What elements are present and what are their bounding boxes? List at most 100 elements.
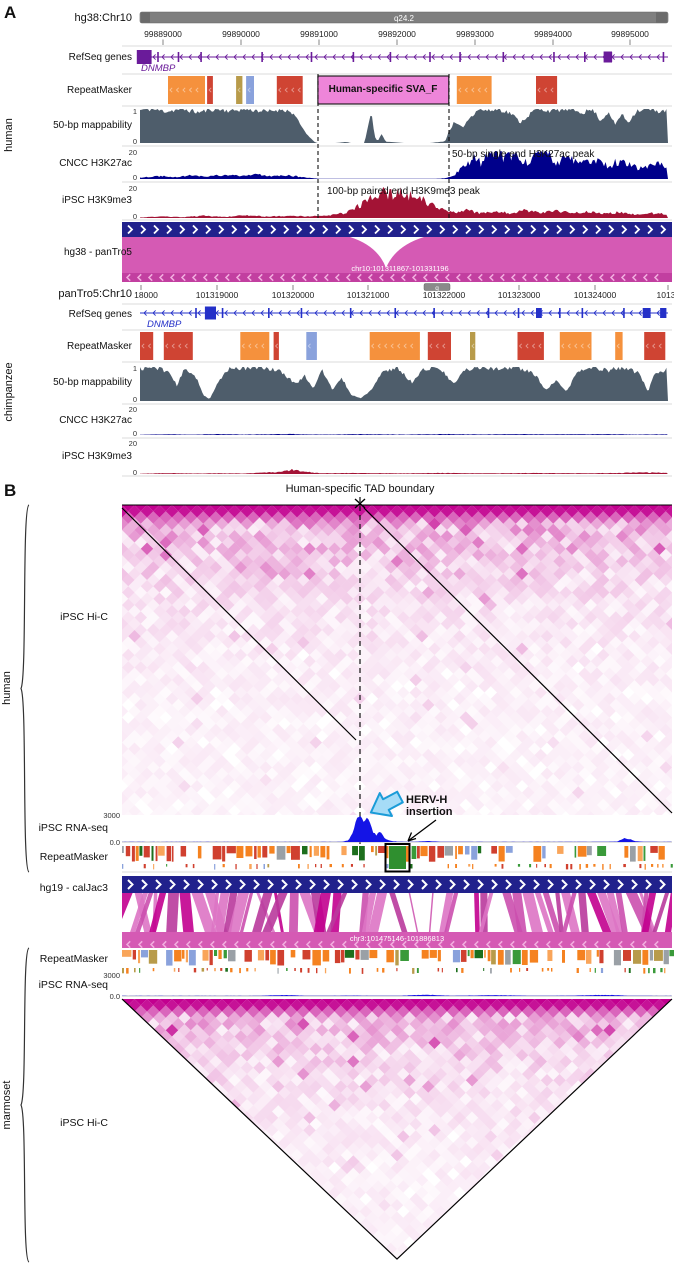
species-label-marmoset: marmoset xyxy=(1,1081,13,1130)
pantro5-tick-label: 101319000 xyxy=(196,290,239,300)
track-label-rnaseq-marmoset: iPSC RNA-seq xyxy=(39,979,109,991)
scale-max: 20 xyxy=(129,439,137,448)
pantro5-tick-label: 18000 xyxy=(134,290,158,300)
hervh-pointer-arrow xyxy=(407,819,437,842)
pantro5-tick-label: 101321000 xyxy=(347,290,390,300)
human-repeatmasker-track xyxy=(168,75,558,105)
alignment-ribbons xyxy=(122,893,672,932)
human-repeat-dense-track xyxy=(122,846,673,870)
alignment-hg38-pantro5 xyxy=(122,222,672,282)
gene-name-chimp: DNMBP xyxy=(147,319,182,330)
species-brace xyxy=(20,504,30,873)
human-rnaseq-signal xyxy=(122,816,672,843)
rnaseq-scale-min-human: 0.0 xyxy=(110,838,120,847)
sva-dashed-lines xyxy=(317,74,450,220)
track-label-hic-marmoset: iPSC Hi-C xyxy=(60,1117,108,1129)
hg38-tick-label: 99891000 xyxy=(300,29,338,39)
pantro5-assembly-label: panTro5:Chr10 xyxy=(58,288,132,300)
alignment-hg19-caljac3-band xyxy=(122,932,672,949)
generated-graphics xyxy=(20,11,674,1263)
alignment-label-caljac3: hg19 - calJac3 xyxy=(40,882,108,894)
chimp-refseq-track xyxy=(140,306,668,320)
hg38-ideogram-band-label: q24.2 xyxy=(394,14,415,23)
h3k9me3-peak-annotation: 100-bp paired end H3K9me3 peak xyxy=(327,186,481,197)
scale-max: 1 xyxy=(133,364,137,373)
species-label-chimpanzee: chimpanzee xyxy=(3,362,15,421)
hg38-ideogram xyxy=(139,11,669,24)
pantro5-ideogram xyxy=(423,283,451,291)
panel-a-label: A xyxy=(4,3,16,22)
human-h3k27ac-signal xyxy=(140,151,668,179)
chimp-mappability-signal xyxy=(140,367,668,401)
marmoset-hic-heatmap xyxy=(122,999,672,1259)
human-h3k9me3-signal xyxy=(140,187,668,218)
hervh-annotation-line2: insertion xyxy=(406,806,453,818)
track-label-repeat-marmoset: RepeatMasker xyxy=(40,953,109,965)
species-label-human-b: human xyxy=(1,671,13,705)
hg38-tick-label: 99890000 xyxy=(222,29,260,39)
track-label-h3k27ac-human: CNCC H3K27ac xyxy=(59,158,132,169)
pantro5-tick-label: 101324000 xyxy=(574,290,617,300)
track-label-mappability-chimp: 50-bp mappability xyxy=(53,377,132,388)
hg38-axis-ticks xyxy=(162,39,631,45)
chimp-repeatmasker-track xyxy=(140,332,666,360)
scale-min: 0 xyxy=(133,395,137,404)
pantro5-tick-label: 101322000 xyxy=(423,290,466,300)
h3k27ac-peak-annotation: 50-bp single end H3K27ac peak xyxy=(452,149,595,160)
rnaseq-scale-min-marmoset: 0.0 xyxy=(110,992,120,1001)
track-label-h3k27ac-chimp: CNCC H3K27ac xyxy=(59,415,132,426)
scale-max: 20 xyxy=(129,405,137,414)
alignment-label-pantro5: hg38 - panTro5 xyxy=(64,247,132,258)
human-hic-heatmap xyxy=(122,505,672,815)
pantro5-tick-label: 101320000 xyxy=(272,290,315,300)
human-mappability-signal xyxy=(140,109,668,143)
panel-b-label: B xyxy=(4,481,16,500)
alignment-region-text-caljac: chr3:101475146-101886813 xyxy=(350,934,444,943)
track-label-h3k9me3-human: iPSC H3K9me3 xyxy=(62,195,132,206)
track-label-repeat-human: RepeatMasker xyxy=(67,85,133,96)
scale-min: 0 xyxy=(133,137,137,146)
tad-boundary-annotation: Human-specific TAD boundary xyxy=(286,483,435,495)
marmoset-hic-outline xyxy=(121,998,673,1260)
gene-name-human: DNMBP xyxy=(141,63,176,74)
tad-lines xyxy=(121,504,673,814)
track-label-refseq-chimp: RefSeq genes xyxy=(69,309,132,320)
track-label-rnaseq-human: iPSC RNA-seq xyxy=(39,822,109,834)
track-label-repeat-human-b: RepeatMasker xyxy=(40,851,109,863)
scale-min: 0 xyxy=(133,212,137,221)
hg38-tick-label: 99893000 xyxy=(456,29,494,39)
species-brace xyxy=(20,947,30,1263)
chimp-h3k9me3-signal xyxy=(140,468,668,474)
pantro5-tick-label: 1013 xyxy=(657,290,674,300)
hg38-tick-label: 99895000 xyxy=(611,29,649,39)
hg38-tick-label: 99894000 xyxy=(534,29,572,39)
rnaseq-scale-max-human: 3000 xyxy=(103,811,120,820)
scale-min: 0 xyxy=(133,429,137,438)
rnaseq-scale-max-marmoset: 3000 xyxy=(103,971,120,980)
sva-annotation: Human-specific SVA_F xyxy=(329,84,438,95)
tad-boundary-line xyxy=(354,497,366,860)
chimp-h3k27ac-signal xyxy=(140,433,668,435)
alignment-region-text: chr10:101311867-101331196 xyxy=(351,264,448,273)
pantro5-tick-label: 101323000 xyxy=(498,290,541,300)
scale-max: 20 xyxy=(129,184,137,193)
alignment-hg19-caljac3-top xyxy=(122,876,672,893)
hervh-arrow-icon xyxy=(369,790,404,818)
track-label-h3k9me3-chimp: iPSC H3K9me3 xyxy=(62,451,132,462)
track-label-hic-human: iPSC Hi-C xyxy=(60,611,108,623)
scale-min: 0 xyxy=(133,468,137,477)
scale-max: 20 xyxy=(129,148,137,157)
human-refseq-track xyxy=(136,50,668,64)
marmoset-rnaseq-signal xyxy=(122,994,672,997)
track-label-refseq-human: RefSeq genes xyxy=(69,52,132,63)
species-label-human-a: human xyxy=(3,118,15,152)
pantro5-ideogram-band-label: q xyxy=(435,285,439,292)
track-label-repeat-chimp: RepeatMasker xyxy=(67,341,133,352)
hg38-assembly-label: hg38:Chr10 xyxy=(75,12,133,24)
track-label-mappability-human: 50-bp mappability xyxy=(53,120,132,131)
hg38-tick-label: 99889000 xyxy=(144,29,182,39)
hervh-annotation-line1: HERV-H xyxy=(406,794,447,806)
scale-min: 0 xyxy=(133,173,137,182)
